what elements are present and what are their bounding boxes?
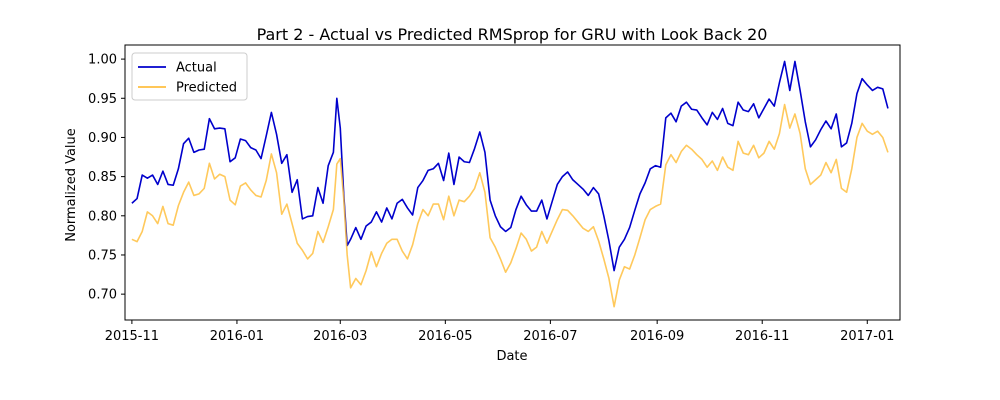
chart-title: Part 2 - Actual vs Predicted RMSprop for… — [257, 25, 768, 44]
plot-area: 2015-11 2016-01 2016-03 2016-05 2016-07 2016-… — [88, 44, 901, 344]
y-tick-label: 0.80 — [88, 209, 117, 224]
legend-box — [131, 52, 248, 101]
y-tick-label: 0.75 — [88, 248, 117, 263]
y-tick-label: 0.85 — [88, 170, 117, 185]
x-tick-label: 2017-01 — [840, 329, 894, 344]
x-tick-label: 2016-03 — [313, 329, 367, 344]
legend: Actual Predicted — [131, 52, 248, 101]
x-tick-label: 2016-07 — [523, 329, 577, 344]
y-axis-title: Normalized Value — [64, 128, 79, 242]
x-tick-label: 2016-11 — [735, 329, 789, 344]
x-tick-label: 2016-05 — [418, 329, 472, 344]
series-line-predicted — [131, 103, 889, 308]
axes-frame — [124, 44, 901, 321]
x-tick-label: 2016-01 — [210, 329, 264, 344]
y-tick-label: 0.95 — [88, 92, 117, 107]
series-line-actual — [131, 60, 889, 272]
y-tick-label: 0.70 — [88, 288, 117, 303]
legend-label-predicted: Predicted — [176, 81, 237, 96]
y-tick-label: 0.90 — [88, 131, 117, 146]
y-tick-label: 1.00 — [88, 53, 117, 68]
x-tick-label: 2016-09 — [630, 329, 684, 344]
x-tick-label: 2015-11 — [105, 329, 159, 344]
x-axis-title: Date — [496, 349, 527, 364]
legend-label-actual: Actual — [176, 61, 217, 76]
